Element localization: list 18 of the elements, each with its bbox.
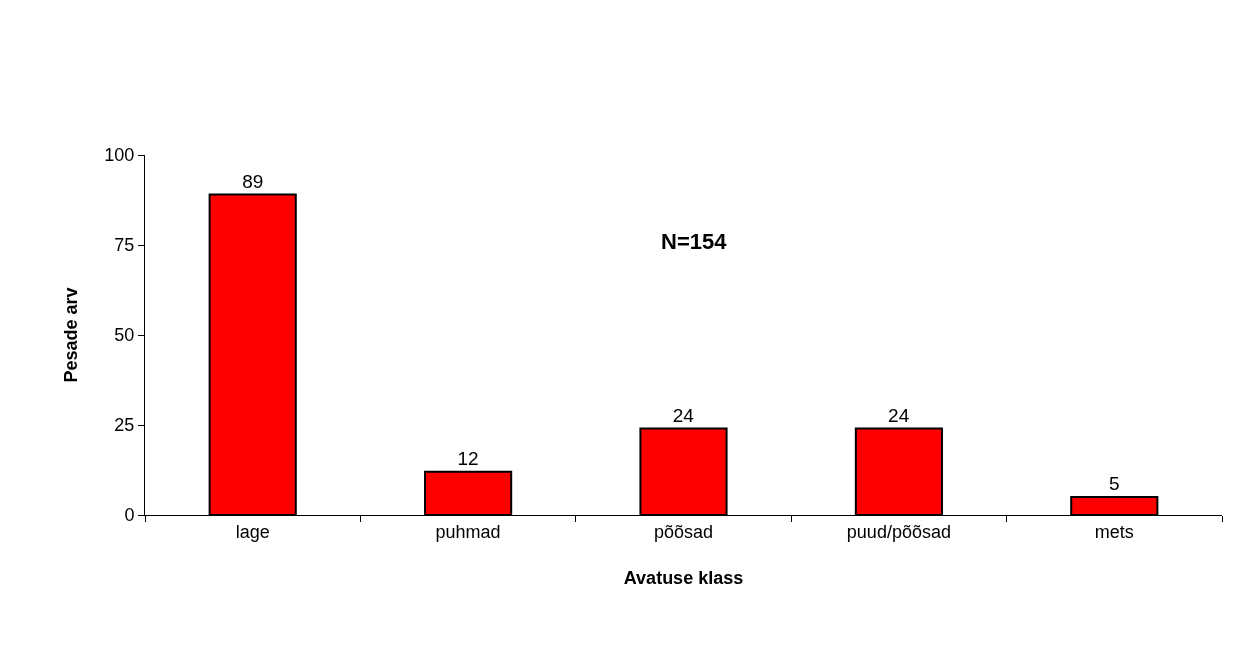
data-label: 5 <box>1109 473 1120 494</box>
data-label: 24 <box>672 404 695 426</box>
y-axis-title: Pesade arv <box>60 287 81 383</box>
x-tick-label: lage <box>235 521 270 542</box>
x-tick-label: põõsad <box>653 521 714 542</box>
x-tick-label: puud/põõsad <box>846 521 951 542</box>
data-label: 89 <box>242 170 264 192</box>
y-tick-label: 0 <box>124 505 135 526</box>
y-tick-label: 100 <box>104 145 135 166</box>
x-tick-label: puhmad <box>435 521 501 542</box>
x-tick-label: mets <box>1094 521 1134 542</box>
y-tick-label: 75 <box>114 235 135 256</box>
x-axis-title: Avatuse klass <box>623 567 744 588</box>
data-label: 24 <box>888 404 910 426</box>
annotation: N=154 <box>661 229 728 254</box>
y-tick-label: 25 <box>114 415 135 436</box>
y-tick-label: 50 <box>114 325 135 346</box>
data-label: 12 <box>457 447 479 469</box>
